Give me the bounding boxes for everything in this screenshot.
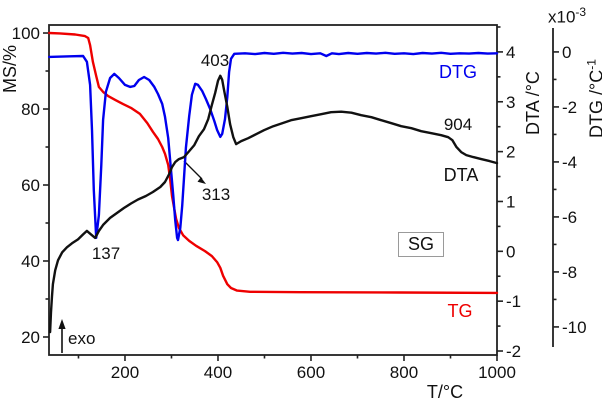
dtg-multiplier-base: x10 bbox=[548, 7, 576, 27]
dtg-axis-tick-label: -6 bbox=[562, 208, 577, 227]
x-axis-tick-label: 200 bbox=[111, 363, 139, 382]
x-axis-tick-label: 400 bbox=[204, 363, 232, 382]
dta-axis-tick-label: 4 bbox=[506, 43, 515, 62]
ms-axis-tick-label: 80 bbox=[21, 100, 40, 119]
dtg-axis-tick-label: -8 bbox=[562, 263, 577, 282]
label-tg-curve: TG bbox=[447, 301, 473, 321]
annotation-137: 137 bbox=[91, 244, 121, 263]
dtg-axis-tick-label: -10 bbox=[562, 318, 587, 337]
dtg-multiplier: x10-3 bbox=[548, 2, 586, 28]
dta-axis-tick-label: -2 bbox=[506, 342, 521, 361]
dta-curve bbox=[48, 74, 499, 334]
dtg-axis-tick-label: -2 bbox=[562, 98, 577, 117]
ms-axis-tick-label: 40 bbox=[21, 252, 40, 271]
label-dta-curve: DTA bbox=[443, 165, 479, 185]
ms-axis-title: MS/% bbox=[0, 44, 20, 93]
dta-axis-tick-label: 0 bbox=[506, 242, 515, 261]
dta-axis-tick-label: 1 bbox=[506, 192, 515, 211]
annotation-313: 313 bbox=[201, 185, 231, 204]
sample-box: SG bbox=[398, 232, 444, 257]
dtg-multiplier-exp: -3 bbox=[575, 5, 587, 19]
exo-arrow bbox=[58, 319, 66, 353]
ms-axis-tick-label: 20 bbox=[21, 328, 40, 347]
plot-frame bbox=[48, 24, 498, 356]
x-axis-tick-label: 600 bbox=[297, 363, 325, 382]
ms-axis-tick-label: 60 bbox=[21, 176, 40, 195]
dta-axis-tick-label: 3 bbox=[506, 93, 515, 112]
annotation-904: 904 bbox=[443, 115, 473, 134]
dta-axis-tick-label: 2 bbox=[506, 143, 515, 162]
dta-axis-title: DTA /°C bbox=[523, 71, 543, 135]
dtg-axis-tick-label: 0 bbox=[562, 43, 571, 62]
label-dtg-curve: DTG bbox=[439, 62, 477, 82]
exo-label: exo bbox=[68, 329, 96, 348]
sample-box-label: SG bbox=[407, 234, 434, 254]
dtg-axis-title: DTG /°C-1 bbox=[582, 56, 602, 142]
annotation-403: 403 bbox=[200, 51, 230, 70]
dtg-axis-tick-label: -4 bbox=[562, 153, 577, 172]
tg-curve bbox=[48, 31, 499, 295]
dtg-axis-title-exp: -1 bbox=[584, 59, 599, 70]
annotation-arrow-313 bbox=[183, 160, 206, 184]
x-axis-tick-label: 800 bbox=[390, 363, 418, 382]
ms-axis-tick-label: 100 bbox=[12, 24, 40, 43]
x-axis-tick-label: 1000 bbox=[478, 363, 516, 382]
x-axis-title: T/°C bbox=[426, 382, 464, 402]
dta-axis-tick-label: -1 bbox=[506, 292, 521, 311]
dtg-curve bbox=[48, 51, 499, 242]
dtg-axis-title-base: DTG /°C bbox=[586, 69, 602, 138]
